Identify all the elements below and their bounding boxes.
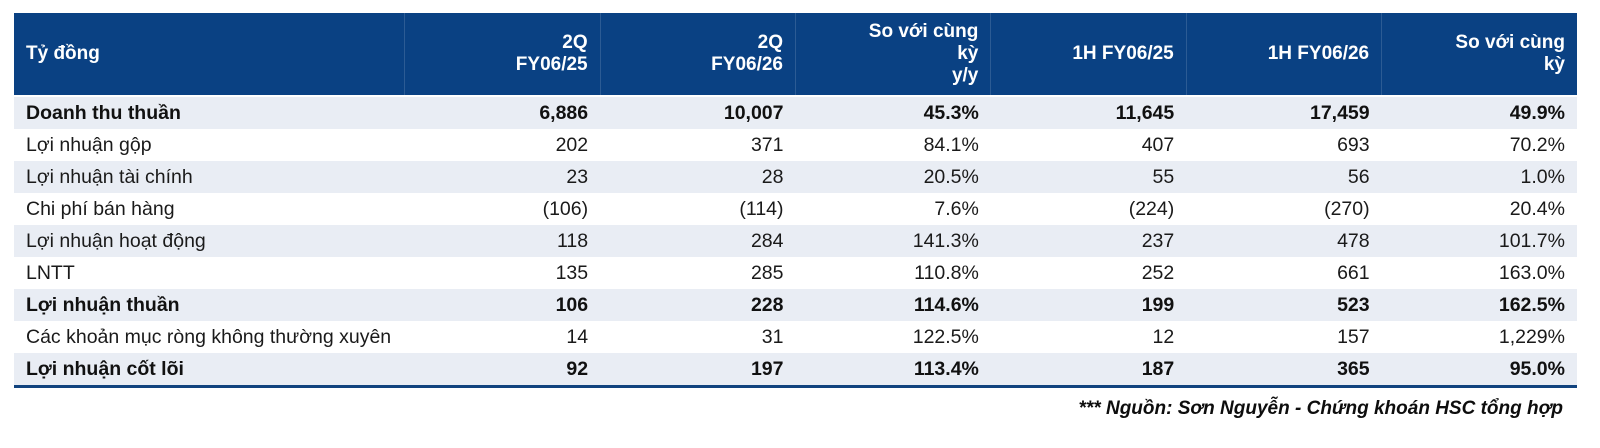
cell-value: 228 (750, 294, 784, 316)
col-header-unit: Tỷ đồng (14, 13, 405, 97)
cell-value: 92 (404, 353, 601, 388)
table-row-net-revenue: Doanh thu thuần 6,886 10,007 45.3% 11,64… (14, 96, 1577, 129)
cell-value: (114) (739, 198, 784, 220)
cell-value: 162.5% (1498, 294, 1565, 316)
cell-value: 70.2% (1509, 134, 1565, 156)
row-label: Lợi nhuận cốt lõi (14, 353, 405, 388)
cell-value: 237 (1141, 230, 1175, 252)
cell-value: 28 (761, 166, 784, 188)
table-row-gross-profit: Lợi nhuận gộp 202 371 84.1% 407 693 70.2… (14, 129, 1577, 161)
cell-value: 10,007 (723, 102, 784, 124)
financial-table-figure: Tỷ đồng 2Q FY06/25 2Q FY06/26 So với cùn… (14, 13, 1577, 419)
cell-value: 407 (1141, 134, 1175, 156)
cell-value: 1.0% (1520, 166, 1565, 188)
table-row-core-profit: Lợi nhuận cốt lõi 92 197 113.4% 187 365 … (14, 353, 1577, 388)
col-header-1h-fy0625: 1H FY06/25 (990, 13, 1187, 97)
cell-value: 114.6% (913, 294, 979, 316)
cell-value: 163.0% (1498, 262, 1565, 284)
row-label: Doanh thu thuần (26, 102, 181, 124)
cell-value: 106 (555, 294, 589, 316)
row-label: Chi phí bán hàng (26, 198, 175, 220)
cell-value: 523 (1337, 294, 1370, 316)
cell-value: 101.7% (1498, 230, 1565, 252)
table-row-operating-profit: Lợi nhuận hoạt động 118 284 141.3% 237 4… (14, 225, 1577, 257)
cell-value: 56 (1347, 166, 1370, 188)
cell-value: 693 (1337, 134, 1370, 156)
cell-value: 11,645 (1115, 102, 1175, 124)
cell-value: 1,229% (1498, 326, 1565, 348)
row-label: Các khoản mục ròng không thường xuyên (26, 326, 392, 348)
cell-value: 55 (1152, 166, 1175, 188)
table-row-net-profit: Lợi nhuận thuần 106 228 114.6% 199 523 1… (14, 289, 1577, 321)
cell-value: 118 (557, 230, 589, 252)
header-row: Tỷ đồng 2Q FY06/25 2Q FY06/26 So với cùn… (14, 13, 1577, 97)
cell-value: 478 (1337, 230, 1370, 252)
row-label: Lợi nhuận thuần (26, 294, 180, 316)
cell-value: 157 (1337, 326, 1370, 348)
source-note: *** Nguồn: Sơn Nguyễn - Chứng khoán HSC … (1078, 398, 1563, 419)
cell-value: 45.3% (923, 102, 979, 124)
cell-value: 135 (555, 262, 589, 284)
table-row-selling-expenses: Chi phí bán hàng (106) (114) 7.6% (224) … (14, 193, 1577, 225)
cell-value: 20.5% (923, 166, 979, 188)
cell-value: 7.6% (934, 198, 979, 220)
cell-value: 23 (566, 166, 589, 188)
cell-value: 122.5% (912, 326, 979, 348)
cell-value: 202 (555, 134, 589, 156)
cell-value: 199 (1141, 294, 1175, 316)
row-label: Lợi nhuận hoạt động (26, 230, 206, 252)
row-label: Lợi nhuận tài chính (26, 166, 193, 188)
cell-value: 110.8% (914, 262, 979, 284)
cell-value: 12 (1152, 326, 1175, 348)
cell-value: 14 (566, 326, 589, 348)
table-row-financial-profit: Lợi nhuận tài chính 23 28 20.5% 55 56 1.… (14, 161, 1577, 193)
col-header-yoy: So với cùng kỳ y/y (794, 13, 991, 97)
cell-value: 371 (750, 134, 784, 156)
cell-value: (270) (1324, 198, 1370, 220)
cell-value: 661 (1337, 262, 1370, 284)
table-row-nonrecurring-items: Các khoản mục ròng không thường xuyên 14… (14, 321, 1577, 353)
col-header-2q-fy0625: 2Q FY06/25 (404, 13, 601, 97)
cell-value: 20.4% (1509, 198, 1565, 220)
cell-value: 197 (600, 353, 796, 388)
cell-value: 141.3% (912, 230, 979, 252)
cell-value: 252 (1141, 262, 1175, 284)
cell-value: (224) (1128, 198, 1175, 220)
col-header-2q-fy0626: 2Q FY06/26 (599, 13, 796, 97)
row-label: LNTT (26, 262, 75, 284)
cell-value: 113.4% (795, 353, 991, 388)
cell-value: 6,886 (539, 102, 589, 124)
row-label: Lợi nhuận gộp (26, 134, 152, 156)
cell-value: 365 (1186, 353, 1382, 388)
cell-value: 285 (750, 262, 784, 284)
cell-value: (106) (542, 198, 589, 220)
income-statement-table: Tỷ đồng 2Q FY06/25 2Q FY06/26 So với cùn… (14, 13, 1577, 388)
cell-value: 17,459 (1309, 102, 1370, 124)
col-header-1h-fy0626: 1H FY06/26 (1185, 13, 1382, 97)
cell-value: 187 (990, 353, 1187, 388)
col-header-yoy-1h: So với cùng kỳ (1381, 13, 1577, 97)
table-row-lntt: LNTT 135 285 110.8% 252 661 163.0% (14, 257, 1577, 289)
cell-value: 84.1% (923, 134, 979, 156)
cell-value: 49.9% (1509, 102, 1565, 124)
cell-value: 31 (761, 326, 784, 348)
cell-value: 95.0% (1381, 353, 1577, 388)
cell-value: 284 (750, 230, 784, 252)
